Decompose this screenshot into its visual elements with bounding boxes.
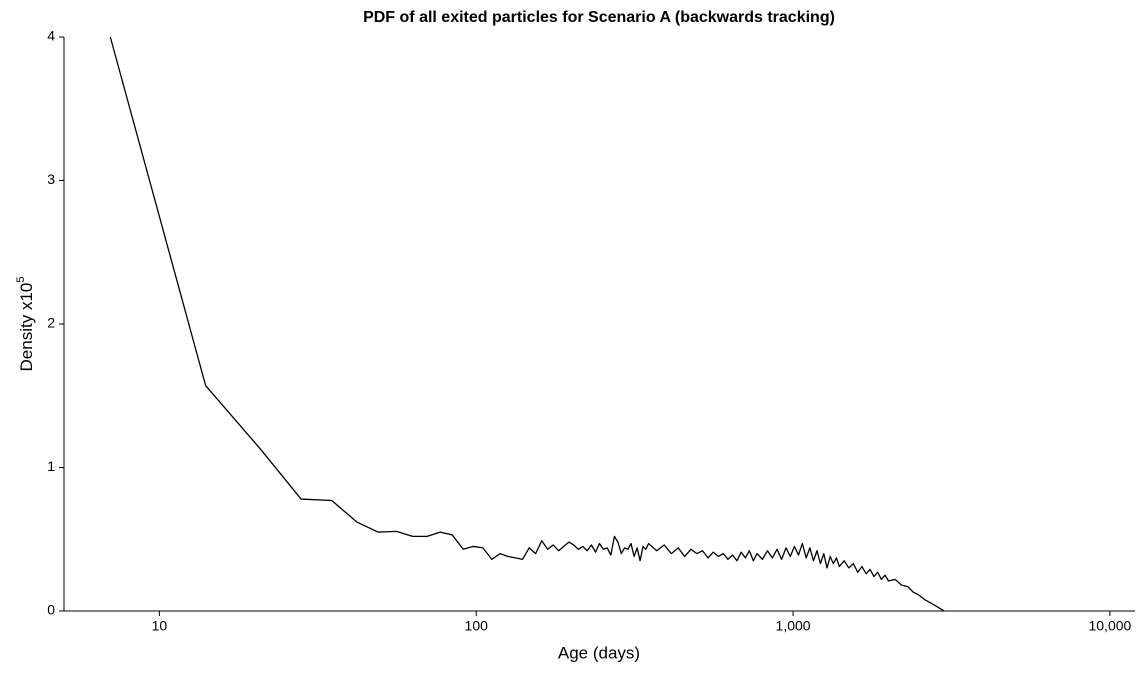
y-axis-title-text: Density x10 — [17, 283, 36, 372]
x-axis-title: Age (days) — [558, 643, 640, 662]
y-tick-label: 3 — [47, 171, 55, 187]
x-tick-label: 100 — [465, 618, 489, 634]
y-tick-label: 0 — [47, 602, 55, 618]
x-tick-label: 10 — [152, 618, 168, 634]
y-tick-label: 2 — [47, 315, 55, 331]
y-tick-label: 1 — [47, 458, 55, 474]
y-axis-title-exponent: 5 — [15, 277, 27, 283]
data-line — [109, 36, 945, 612]
x-tick-label: 10,000 — [1088, 618, 1131, 634]
y-axis-title: Density x105 — [15, 277, 37, 372]
y-tick-label: 4 — [47, 28, 55, 44]
chart-title: PDF of all exited particles for Scenario… — [363, 9, 835, 26]
x-tick-label: 1,000 — [776, 618, 811, 634]
